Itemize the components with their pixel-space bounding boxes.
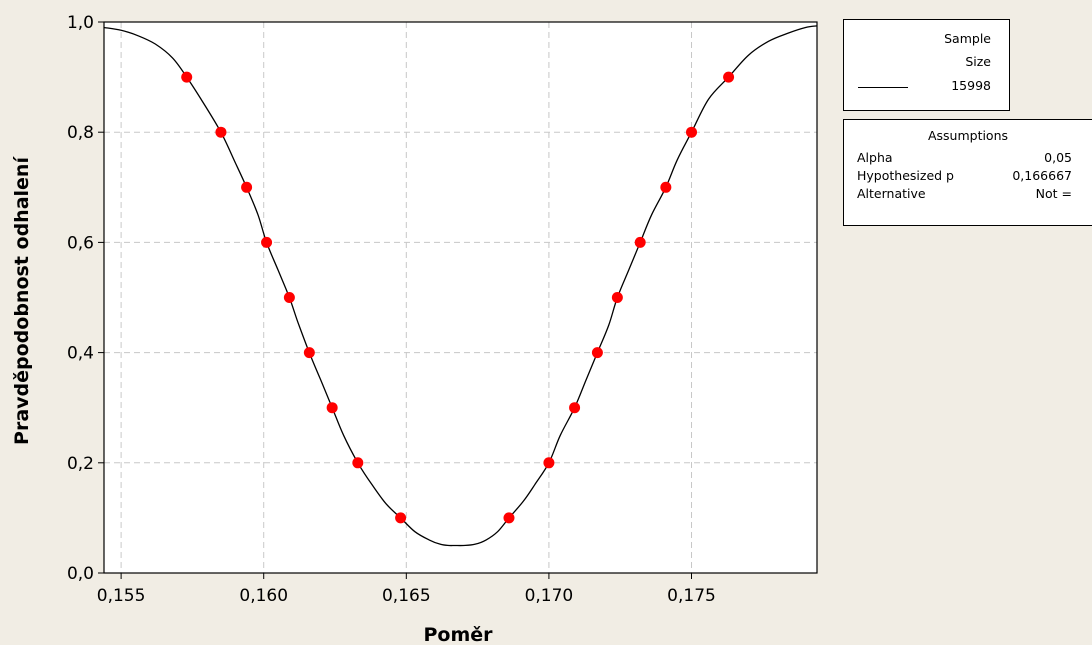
x-tick-label: 0,155 bbox=[97, 586, 146, 606]
data-points bbox=[181, 71, 735, 524]
assumptions-title: Assumptions bbox=[927, 128, 1009, 143]
data-point bbox=[634, 236, 646, 248]
assumption-row-alternative: Alternative Not = bbox=[857, 186, 1072, 201]
data-point bbox=[723, 71, 735, 83]
x-tick-label: 0,160 bbox=[239, 586, 288, 606]
assumption-value: 0,166667 bbox=[1012, 168, 1072, 183]
assumption-row-hypothesized-p: Hypothesized p 0,166667 bbox=[857, 168, 1072, 183]
assumption-label: Hypothesized p bbox=[857, 168, 954, 183]
data-point bbox=[660, 181, 672, 193]
data-point bbox=[543, 457, 555, 469]
y-tick-label: 0,4 bbox=[67, 344, 94, 364]
legend-header-sample: Sample bbox=[944, 31, 991, 46]
data-point bbox=[395, 512, 407, 524]
data-point bbox=[241, 181, 253, 193]
data-point bbox=[303, 347, 315, 359]
y-axis-title: Pravděpodobnost odhalení bbox=[11, 156, 33, 445]
y-axis: 0,0 0,2 0,4 0,6 0,8 1,0 bbox=[67, 13, 104, 584]
x-tick-label: 0,175 bbox=[667, 586, 716, 606]
data-point bbox=[686, 126, 698, 138]
data-point bbox=[591, 347, 603, 359]
legend-line-icon bbox=[858, 87, 908, 88]
y-tick-label: 0,2 bbox=[67, 454, 94, 474]
x-tick-label: 0,170 bbox=[525, 586, 574, 606]
data-point bbox=[215, 126, 227, 138]
data-point bbox=[611, 292, 623, 303]
y-tick-label: 0,0 bbox=[67, 564, 94, 584]
legend-size-value: 15998 bbox=[951, 78, 991, 93]
assumptions-box: Assumptions Alpha 0,05 Hypothesized p 0,… bbox=[843, 119, 1092, 226]
data-point bbox=[283, 292, 295, 303]
grid bbox=[104, 22, 817, 573]
data-point bbox=[261, 236, 273, 248]
legend-header-size: Size bbox=[965, 54, 991, 69]
data-point bbox=[352, 457, 364, 469]
assumption-label: Alternative bbox=[857, 186, 926, 201]
x-axis: 0,155 0,160 0,165 0,170 0,175 bbox=[97, 573, 716, 606]
y-tick-label: 1,0 bbox=[67, 13, 94, 33]
legend: Sample Size 15998 bbox=[843, 19, 1010, 111]
y-tick-label: 0,6 bbox=[67, 233, 94, 253]
assumption-value: 0,05 bbox=[1044, 150, 1072, 165]
assumption-row-alpha: Alpha 0,05 bbox=[857, 150, 1072, 165]
data-point bbox=[326, 402, 338, 414]
data-point bbox=[503, 512, 515, 524]
data-point bbox=[181, 71, 193, 83]
plot-area bbox=[104, 22, 817, 573]
x-axis-title: Poměr bbox=[423, 624, 493, 645]
assumption-value: Not = bbox=[1035, 186, 1072, 201]
y-tick-label: 0,8 bbox=[67, 123, 94, 143]
data-point bbox=[569, 402, 581, 414]
x-tick-label: 0,165 bbox=[382, 586, 431, 606]
assumption-label: Alpha bbox=[857, 150, 893, 165]
plot-border bbox=[103, 21, 818, 574]
